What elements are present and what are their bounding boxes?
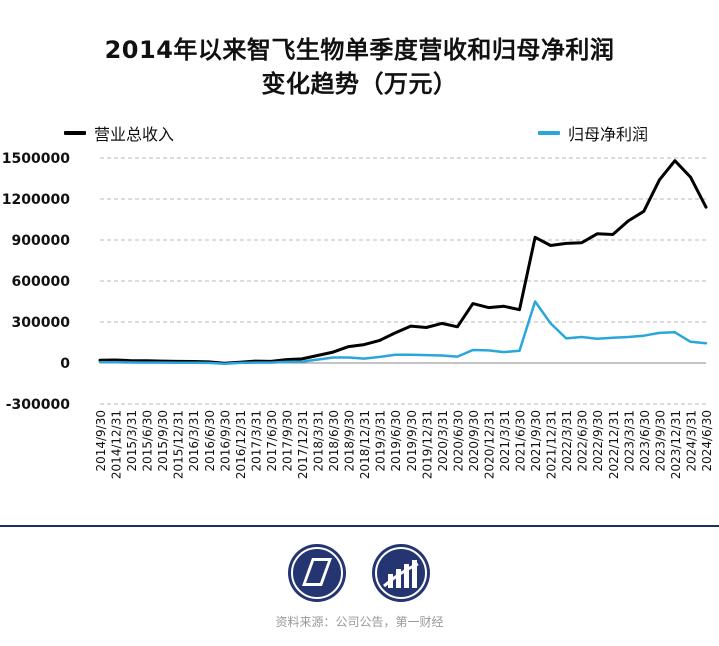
- footer-divider: [0, 525, 719, 527]
- legend-label-profit: 归母净利润: [568, 125, 649, 144]
- source-note: 资料来源：公司公告，第一财经: [275, 615, 444, 629]
- x-tick-label: 2022/9/30: [591, 410, 605, 472]
- x-tick-label: 2019/3/31: [374, 410, 388, 472]
- x-tick-label: 2021/9/30: [529, 410, 543, 472]
- x-tick-label: 2017/12/31: [296, 410, 310, 479]
- x-tick-label: 2019/12/31: [420, 410, 434, 479]
- x-tick-label: 2018/9/30: [343, 410, 357, 472]
- x-tick-label: 2014/9/30: [94, 410, 108, 472]
- bar-chart-logo-icon: [372, 544, 430, 602]
- x-tick-label: 2015/12/31: [172, 410, 186, 479]
- y-tick-label: -300000: [6, 397, 71, 413]
- x-tick-label: 2015/9/30: [156, 410, 170, 472]
- x-tick-label: 2016/6/30: [203, 410, 217, 472]
- y-tick-label: 0: [60, 356, 70, 372]
- x-tick-label: 2021/6/30: [514, 410, 528, 472]
- x-tick-label: 2016/3/31: [187, 410, 201, 472]
- x-tick-label: 2023/9/30: [653, 410, 667, 472]
- x-tick-label: 2018/3/31: [312, 410, 326, 472]
- y-tick-label: 900000: [12, 233, 71, 249]
- series-line-revenue: [98, 159, 708, 365]
- x-tick-label: 2015/3/31: [125, 410, 139, 472]
- chart-title-line2: 变化趋势（万元）: [261, 70, 458, 98]
- x-tick-label: 2016/12/31: [234, 410, 248, 479]
- legend-item-profit: 归母净利润: [538, 121, 648, 145]
- x-tick-label: 2020/12/31: [482, 410, 496, 479]
- x-tick-label: 2023/12/31: [669, 410, 683, 479]
- x-tick-label: 2023/3/31: [622, 410, 636, 472]
- chart-title-line1: 2014年以来智飞生物单季度营收和归母净利润: [104, 36, 615, 64]
- x-tick-label: 2017/3/31: [249, 410, 263, 472]
- x-tick-label: 2021/12/31: [545, 410, 559, 479]
- x-tick-label: 2020/6/30: [451, 410, 465, 472]
- y-tick-label: 600000: [12, 274, 71, 290]
- series-line-profit: [98, 300, 708, 365]
- x-tick-label: 2018/12/31: [358, 410, 372, 479]
- x-tick-label: 2015/6/30: [141, 410, 155, 472]
- publisher-logo-icon: [288, 544, 346, 602]
- legend-item-revenue: 营业总收入: [64, 121, 174, 145]
- x-tick-label: 2020/3/31: [436, 410, 450, 472]
- x-tick-label: 2024/6/30: [700, 410, 714, 472]
- x-tick-label: 2021/3/31: [498, 410, 512, 472]
- y-tick-label: 1500000: [2, 151, 70, 167]
- legend-swatch-profit: [538, 131, 560, 135]
- x-tick-label: 2022/6/30: [576, 410, 590, 472]
- x-tick-label: 2017/6/30: [265, 410, 279, 472]
- x-tick-label: 2014/12/31: [110, 410, 124, 479]
- x-tick-label: 2016/9/30: [218, 410, 232, 472]
- x-tick-label: 2017/9/30: [280, 410, 294, 472]
- x-tick-label: 2020/9/30: [467, 410, 481, 472]
- legend-label-revenue: 营业总收入: [94, 125, 175, 144]
- x-tick-label: 2023/6/30: [638, 410, 652, 472]
- x-tick-label: 2019/6/30: [389, 410, 403, 472]
- x-tick-label: 2024/3/31: [684, 410, 698, 472]
- line-chart: 1500000 1200000 900000 600000 300000 0 -300000…: [2, 151, 714, 479]
- x-tick-label: 2019/9/30: [405, 410, 419, 472]
- legend-swatch-revenue: [64, 131, 86, 135]
- x-tick-label: 2022/12/31: [607, 410, 621, 479]
- x-tick-label: 2022/3/31: [560, 410, 574, 472]
- y-tick-label: 300000: [12, 315, 71, 331]
- y-tick-label: 1200000: [2, 192, 70, 208]
- x-tick-label: 2018/6/30: [327, 410, 341, 472]
